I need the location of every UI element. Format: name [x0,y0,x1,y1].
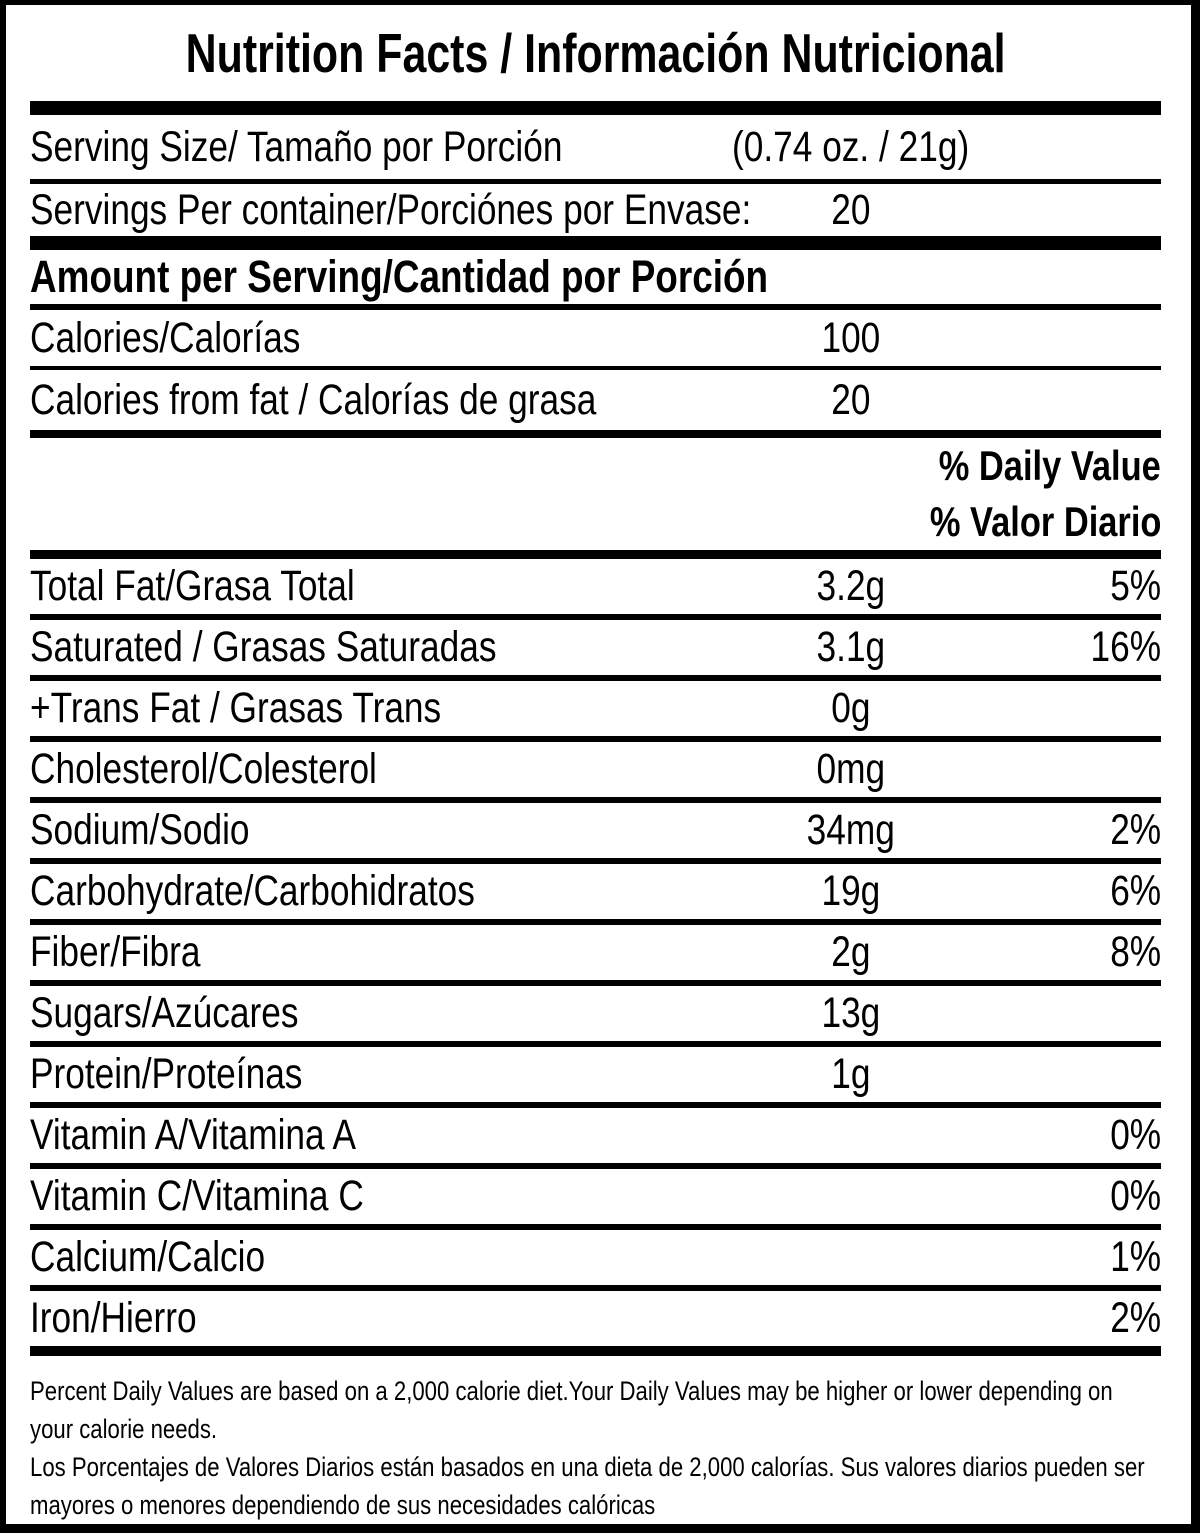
row-divider [30,980,1161,986]
nutrient-row-total-fat: Total Fat/Grasa Total 3.2g 5% [30,559,1161,614]
nutrient-name: Saturated / Grasas Saturadas [30,623,497,671]
nutrient-name: Fiber/Fibra [30,928,201,976]
divider-daily-value-bottom [30,550,1161,559]
nutrient-daily-value: 0% [1110,1111,1161,1159]
nutrient-daily-value: 6% [1110,867,1161,915]
nutrient-name: Sugars/Azúcares [30,989,299,1037]
serving-size-row: Serving Size/ Tamaño por Porción (0.74 o… [30,115,1161,179]
label-title-row: Nutrition Facts / Información Nutriciona… [30,5,1161,101]
nutrient-daily-value: 0% [1110,1172,1161,1220]
calories-from-fat-value: 20 [831,375,871,424]
nutrient-daily-value: 8% [1110,928,1161,976]
row-divider [30,797,1161,803]
row-divider [30,1285,1161,1291]
footnote: Percent Daily Values are based on a 2,00… [30,1372,1161,1524]
nutrient-row-carbohydrate: Carbohydrate/Carbohidratos 19g 6% [30,864,1161,919]
nutrient-name: Sodium/Sodio [30,806,250,854]
nutrient-name: Total Fat/Grasa Total [30,562,355,610]
row-divider [30,736,1161,742]
nutrient-daily-value: 2% [1110,1294,1161,1342]
nutrient-amount: 0g [831,684,871,732]
daily-value-header-en: % Daily Value [938,442,1161,489]
divider-footnote-thick [30,1346,1161,1356]
nutrient-daily-value: 5% [1110,562,1161,610]
nutrient-name: Cholesterol/Colesterol [30,745,377,793]
nutrient-row-calcium: Calcium/Calcio 1% [30,1230,1161,1285]
nutrient-row-cholesterol: Cholesterol/Colesterol 0mg [30,742,1161,797]
footnote-english: Percent Daily Values are based on a 2,00… [30,1376,1113,1444]
divider-daily-value-top [30,430,1161,438]
nutrient-daily-value: 16% [1090,623,1161,671]
row-divider [30,179,1161,184]
calories-row: Calories/Calorías 100 [30,310,1161,366]
nutrient-amount: 0mg [816,745,886,793]
amount-per-serving-row: Amount per Serving/Cantidad por Porción [30,250,1161,304]
calories-label: Calories/Calorías [30,313,301,362]
nutrient-name: Iron/Hierro [30,1294,197,1342]
nutrient-amount: 34mg [806,806,896,854]
row-divider [30,675,1161,681]
nutrient-row-iron: Iron/Hierro 2% [30,1291,1161,1346]
row-divider [30,1041,1161,1047]
row-divider [30,1224,1161,1230]
row-divider [30,1102,1161,1108]
nutrient-amount: 13g [821,989,881,1037]
daily-value-header-en-row: % Daily Value [30,438,1161,494]
serving-size-value: (0.74 oz. / 21g) [732,122,970,171]
nutrient-row-sugars: Sugars/Azúcares 13g [30,986,1161,1041]
divider-section-thick [30,236,1161,250]
nutrient-amount: 2g [831,928,871,976]
row-divider [30,614,1161,620]
nutrient-name: Vitamin A/Vitamina A [30,1111,357,1159]
nutrient-name: +Trans Fat / Grasas Trans [30,684,442,732]
amount-per-serving-header: Amount per Serving/Cantidad por Porción [30,251,769,302]
row-divider [30,304,1161,310]
servings-per-container-row: Servings Per container/Porciónes por Env… [30,184,1161,236]
calories-from-fat-label: Calories from fat / Calorías de grasa [30,375,597,424]
calories-from-fat-row: Calories from fat / Calorías de grasa 20 [30,370,1161,430]
nutrient-name: Protein/Proteínas [30,1050,303,1098]
divider-header-thick [30,101,1161,115]
label-title: Nutrition Facts / Información Nutriciona… [185,22,1006,84]
nutrient-row-saturated-fat: Saturated / Grasas Saturadas 3.1g 16% [30,620,1161,675]
nutrient-name: Vitamin C/Vitamina C [30,1172,364,1220]
nutrient-amount: 3.2g [816,562,886,610]
calories-value: 100 [821,313,881,362]
row-divider [30,366,1161,370]
daily-value-header-es-row: % Valor Diario [30,494,1161,550]
nutrient-amount: 3.1g [816,623,886,671]
row-divider [30,919,1161,925]
servings-per-container-label: Servings Per container/Porciónes por Env… [30,185,752,234]
nutrient-daily-value: 2% [1110,806,1161,854]
servings-per-container-value: 20 [831,185,871,234]
nutrient-row-protein: Protein/Proteínas 1g [30,1047,1161,1102]
nutrient-amount: 1g [831,1050,871,1098]
row-divider [30,858,1161,864]
footnote-spanish: Los Porcentajes de Valores Diarios están… [30,1452,1145,1520]
nutrient-row-sodium: Sodium/Sodio 34mg 2% [30,803,1161,858]
nutrient-row-trans-fat: +Trans Fat / Grasas Trans 0g [30,681,1161,736]
nutrient-row-fiber: Fiber/Fibra 2g 8% [30,925,1161,980]
nutrient-row-vitamin-c: Vitamin C/Vitamina C 0% [30,1169,1161,1224]
nutrient-name: Calcium/Calcio [30,1233,266,1281]
daily-value-header-es: % Valor Diario [929,498,1161,545]
row-divider [30,1163,1161,1169]
nutrient-amount: 19g [821,867,881,915]
nutrient-daily-value: 1% [1110,1233,1161,1281]
nutrient-row-vitamin-a: Vitamin A/Vitamina A 0% [30,1108,1161,1163]
nutrient-name: Carbohydrate/Carbohidratos [30,867,475,915]
serving-size-label: Serving Size/ Tamaño por Porción [30,122,563,171]
